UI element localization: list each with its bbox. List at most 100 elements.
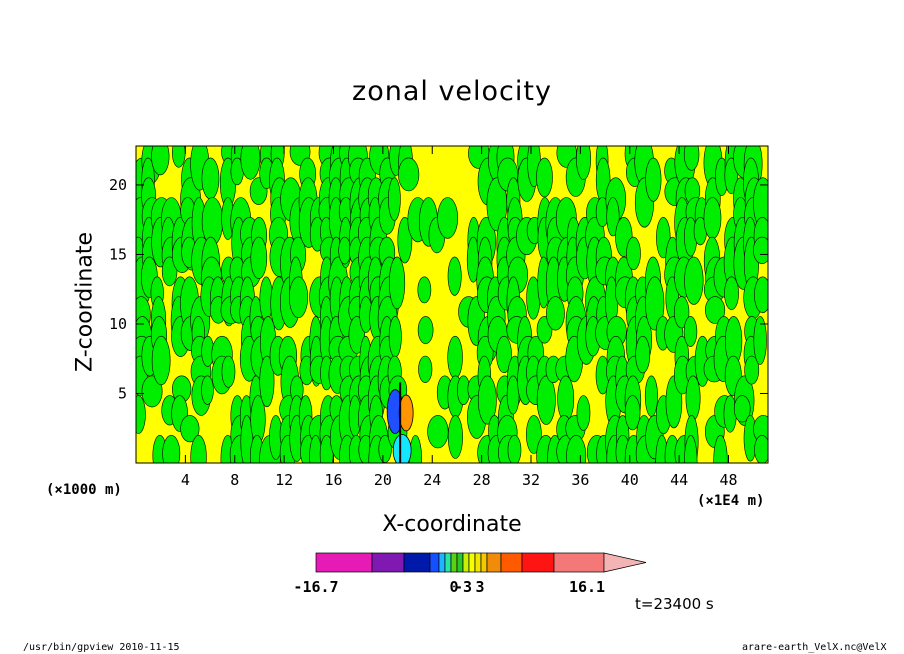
negative-region [546, 296, 565, 331]
colorbar: -16.7 -30 3 16.1 [293, 552, 647, 596]
negative-region [221, 355, 236, 388]
negative-region [754, 276, 768, 314]
negative-region [753, 316, 767, 365]
negative-region [151, 335, 171, 386]
negative-region [388, 256, 406, 310]
x-tick-label: 24 [423, 471, 441, 489]
x-tick-label: 8 [230, 471, 239, 489]
negative-region [319, 435, 334, 463]
x-tick-label: 32 [522, 471, 540, 489]
x-tick-label: 16 [324, 471, 342, 489]
negative-region [536, 375, 556, 425]
x-tick-label: 36 [571, 471, 589, 489]
colorbar-segment [462, 552, 470, 573]
negative-region [626, 236, 641, 271]
x-axis: 4 8 12 16 20 24 28 32 36 40 44 48 [181, 146, 738, 489]
x-tick-label: 28 [473, 471, 491, 489]
negative-region [635, 335, 651, 374]
colorbar-segment [371, 552, 405, 573]
negative-region [240, 146, 261, 180]
negative-region [190, 435, 207, 463]
negative-region [576, 395, 591, 431]
negative-region [713, 435, 728, 463]
negative-region [398, 157, 420, 192]
negative-region [338, 236, 352, 265]
y-axis: 5 10 15 20 [109, 176, 768, 402]
colorbar-arrow [603, 552, 647, 573]
colorbar-tick-label: 16.1 [569, 578, 605, 596]
negative-region [673, 296, 690, 329]
x-tick-label: 4 [181, 471, 190, 489]
colorbar-segment [450, 552, 458, 573]
negative-region [744, 355, 760, 385]
negative-region [437, 197, 459, 239]
negative-region [724, 276, 739, 310]
y-tick-label: 15 [109, 245, 127, 263]
colorbar-segment [315, 552, 373, 573]
negative-region [250, 236, 268, 280]
negative-region [536, 157, 553, 198]
negative-region [685, 375, 701, 421]
x-tick-label: 12 [275, 471, 293, 489]
colorbar-segment [486, 552, 502, 573]
colorbar-segment [553, 552, 605, 573]
negative-region [447, 256, 462, 296]
negative-region [645, 276, 665, 331]
negative-region [427, 415, 449, 449]
negative-region [624, 395, 641, 431]
y-tick-label: 20 [109, 176, 127, 194]
colorbar-segment [444, 552, 452, 573]
negative-region [507, 435, 522, 463]
colorbar-segment [468, 552, 476, 573]
negative-region [683, 316, 698, 347]
negative-region [172, 146, 186, 168]
x-multiplier-label: (×1E4 m) [697, 493, 765, 509]
colorbar-segment [521, 552, 555, 573]
negative-region [417, 276, 432, 304]
negative-region [684, 256, 704, 305]
colorbar-tick-label: 3 [475, 578, 484, 596]
negative-region [753, 236, 768, 264]
x-tick-label: 20 [374, 471, 392, 489]
negative-region [418, 355, 433, 383]
negative-region [162, 435, 181, 463]
negative-region [447, 415, 463, 459]
negative-region [644, 375, 658, 417]
negative-region [683, 146, 700, 171]
footer-right: arare-earth_VelX.nc@VelX [742, 642, 887, 653]
vortex-surface [392, 434, 412, 463]
negative-region [754, 435, 768, 463]
y-tick-label: 10 [109, 315, 127, 333]
negative-region [447, 335, 463, 379]
negative-region [496, 335, 512, 374]
negative-region [136, 395, 146, 434]
footer-left: /usr/bin/gpview 2010-11-15 [23, 642, 180, 653]
negative-region [259, 355, 275, 408]
colorbar-segment [429, 552, 440, 573]
x-axis-label: X-coordinate [382, 512, 522, 537]
velocity-field [136, 146, 768, 463]
negative-region [288, 276, 308, 318]
plot-frame [135, 145, 769, 464]
negative-region [141, 375, 163, 408]
negative-region [606, 197, 620, 237]
negative-region [151, 146, 170, 176]
negative-region [576, 146, 591, 180]
negative-region [388, 177, 401, 221]
negative-region [201, 375, 214, 405]
colorbar-segment [438, 552, 446, 573]
y-tick-label: 5 [118, 384, 127, 402]
colorbar-segment [403, 552, 431, 573]
colorbar-segment [456, 552, 464, 573]
negative-region [704, 296, 726, 324]
negative-region [733, 395, 751, 423]
negative-region [684, 435, 698, 463]
x-tick-label: 40 [621, 471, 639, 489]
colorbar-segment [500, 552, 523, 573]
negative-region [161, 256, 178, 287]
negative-region [525, 415, 542, 454]
colorbar-segment [474, 552, 482, 573]
colorbar-tick-label: 0 [449, 578, 458, 596]
colorbar-tick-label: -16.7 [293, 578, 338, 596]
